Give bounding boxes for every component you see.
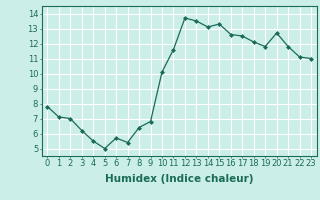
X-axis label: Humidex (Indice chaleur): Humidex (Indice chaleur) xyxy=(105,174,253,184)
